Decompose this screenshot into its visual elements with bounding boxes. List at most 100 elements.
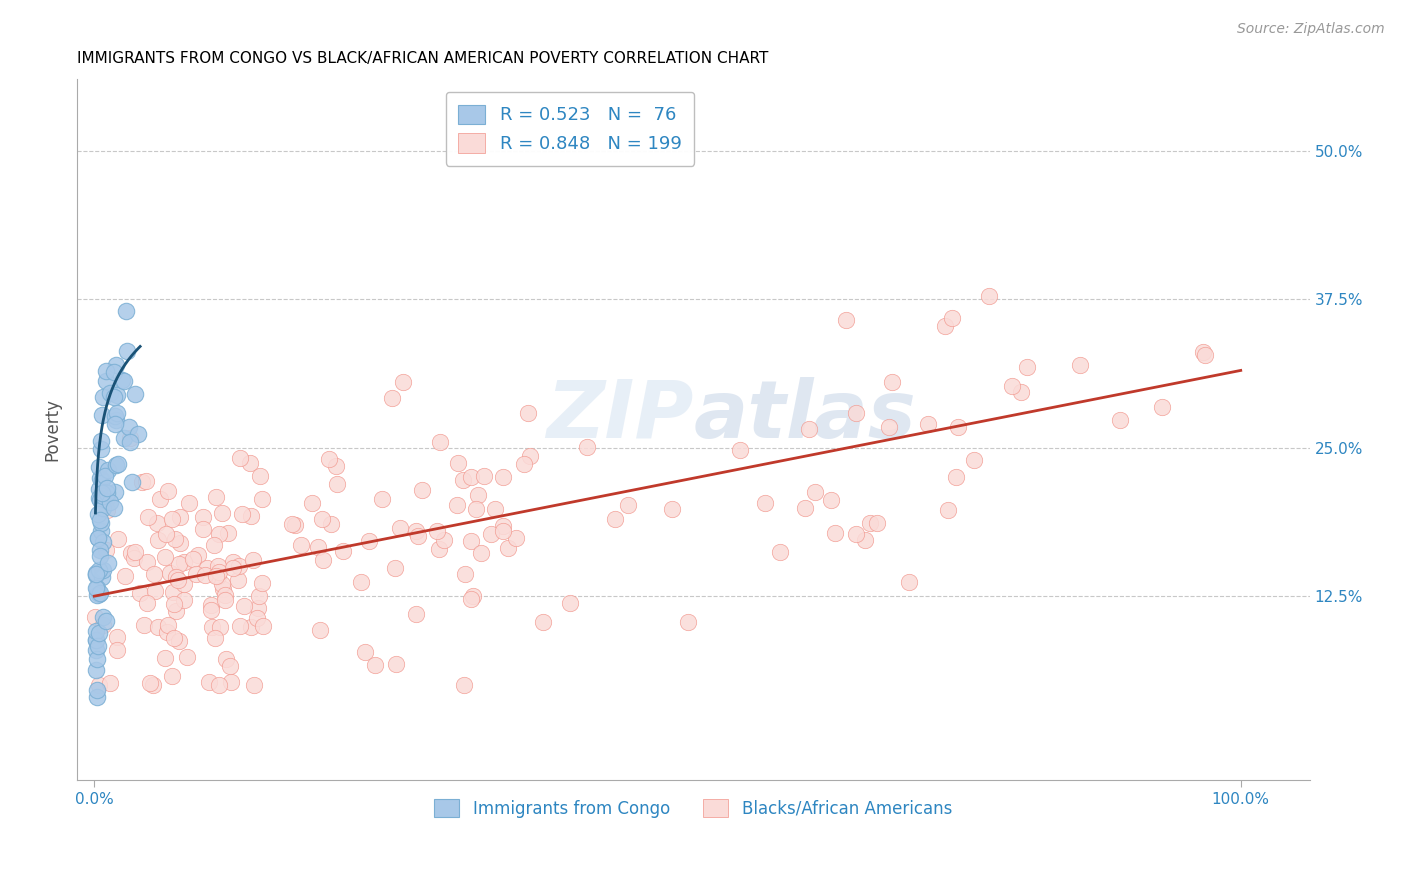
Point bbox=[429, 434, 451, 449]
Point bbox=[132, 617, 155, 632]
Point bbox=[311, 512, 333, 526]
Point bbox=[84, 642, 107, 657]
Point bbox=[384, 561, 406, 575]
Point bbox=[103, 500, 125, 515]
Y-axis label: Poverty: Poverty bbox=[44, 399, 60, 461]
Point bbox=[211, 506, 233, 520]
Point bbox=[156, 483, 179, 498]
Point bbox=[176, 649, 198, 664]
Point bbox=[146, 620, 169, 634]
Point bbox=[405, 524, 427, 538]
Point bbox=[617, 499, 640, 513]
Point bbox=[228, 573, 250, 587]
Point bbox=[89, 513, 111, 527]
Text: atlas: atlas bbox=[693, 376, 917, 455]
Point bbox=[160, 669, 183, 683]
Point bbox=[451, 473, 474, 487]
Point bbox=[219, 674, 242, 689]
Point bbox=[96, 502, 118, 516]
Point bbox=[252, 618, 274, 632]
Point bbox=[143, 566, 166, 581]
Point bbox=[221, 556, 243, 570]
Point bbox=[391, 375, 413, 389]
Point bbox=[207, 558, 229, 573]
Point bbox=[963, 453, 986, 467]
Point bbox=[181, 552, 204, 566]
Point bbox=[205, 490, 228, 504]
Point bbox=[517, 406, 540, 420]
Point bbox=[218, 659, 240, 673]
Point bbox=[835, 312, 858, 326]
Point bbox=[460, 533, 482, 548]
Point bbox=[87, 508, 110, 522]
Point bbox=[186, 566, 208, 581]
Point bbox=[115, 343, 138, 358]
Point bbox=[484, 501, 506, 516]
Point bbox=[405, 607, 427, 622]
Point bbox=[307, 540, 329, 554]
Point bbox=[90, 516, 112, 530]
Point bbox=[104, 417, 127, 431]
Point bbox=[576, 440, 599, 454]
Point bbox=[153, 651, 176, 665]
Text: Source: ZipAtlas.com: Source: ZipAtlas.com bbox=[1237, 22, 1385, 37]
Point bbox=[859, 516, 882, 531]
Point bbox=[853, 533, 876, 548]
Point bbox=[91, 563, 114, 577]
Point bbox=[86, 683, 108, 698]
Point bbox=[200, 598, 222, 612]
Point bbox=[820, 493, 842, 508]
Point bbox=[118, 420, 141, 434]
Point bbox=[112, 374, 135, 388]
Point bbox=[531, 615, 554, 629]
Point bbox=[301, 495, 323, 509]
Point bbox=[247, 589, 270, 603]
Point bbox=[84, 566, 107, 581]
Point bbox=[941, 311, 963, 326]
Point bbox=[89, 586, 111, 600]
Point bbox=[136, 596, 159, 610]
Point bbox=[661, 501, 683, 516]
Point bbox=[98, 495, 121, 509]
Point bbox=[252, 492, 274, 507]
Point bbox=[96, 614, 118, 628]
Point bbox=[208, 678, 231, 692]
Point bbox=[166, 574, 188, 588]
Point bbox=[460, 591, 482, 606]
Point bbox=[208, 527, 231, 541]
Point bbox=[86, 581, 108, 595]
Point bbox=[1069, 358, 1091, 372]
Point bbox=[290, 538, 312, 552]
Point bbox=[169, 634, 191, 648]
Point bbox=[917, 417, 939, 432]
Point bbox=[208, 565, 231, 579]
Point bbox=[233, 599, 256, 613]
Point bbox=[86, 690, 108, 705]
Point bbox=[1017, 360, 1039, 375]
Point bbox=[165, 604, 187, 618]
Point bbox=[934, 318, 956, 333]
Point bbox=[105, 406, 128, 420]
Point bbox=[91, 489, 114, 503]
Point bbox=[84, 663, 107, 677]
Point bbox=[149, 491, 172, 506]
Point bbox=[433, 533, 456, 547]
Point bbox=[364, 658, 387, 673]
Point bbox=[357, 534, 380, 549]
Point bbox=[86, 581, 108, 595]
Point bbox=[163, 631, 186, 645]
Point bbox=[111, 373, 134, 387]
Point bbox=[160, 511, 183, 525]
Point bbox=[309, 623, 332, 637]
Point bbox=[845, 406, 868, 420]
Point bbox=[513, 457, 536, 471]
Point bbox=[86, 588, 108, 602]
Point bbox=[104, 485, 127, 500]
Point bbox=[163, 532, 186, 546]
Point bbox=[824, 525, 846, 540]
Point bbox=[205, 568, 228, 582]
Point bbox=[90, 442, 112, 456]
Point bbox=[84, 632, 107, 647]
Point bbox=[155, 550, 177, 565]
Point bbox=[93, 610, 115, 624]
